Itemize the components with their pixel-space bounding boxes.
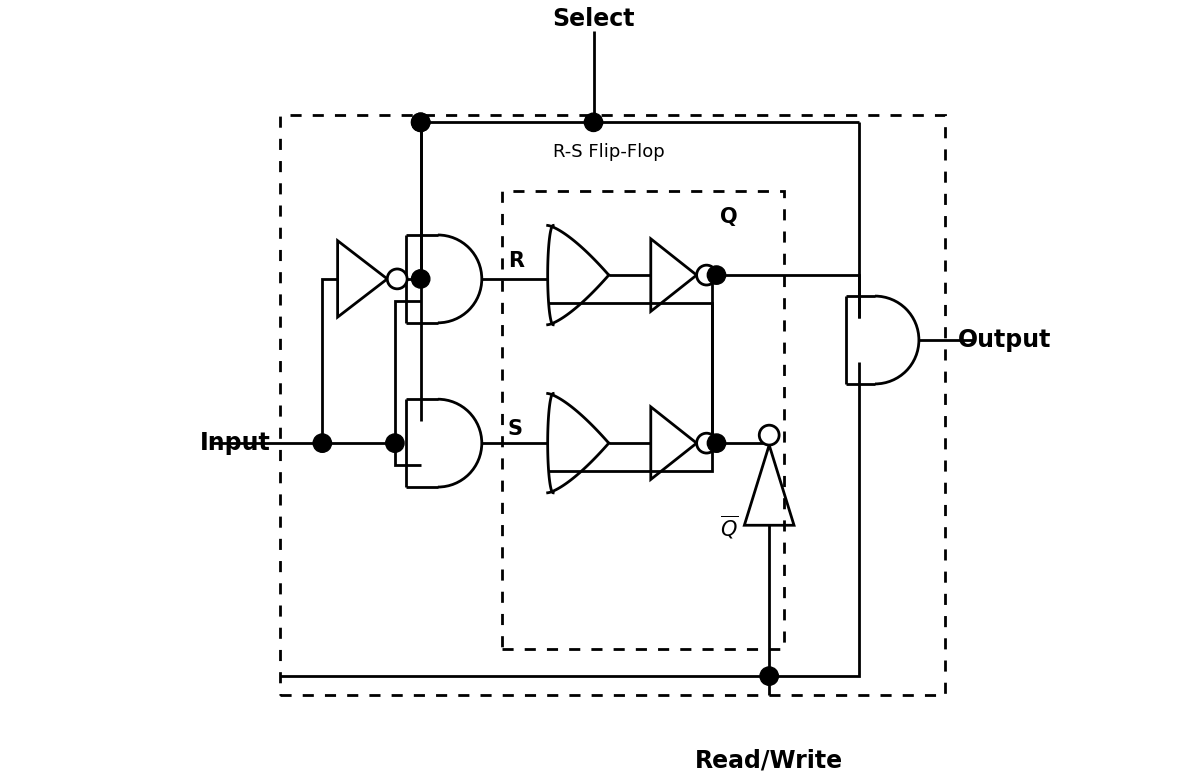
Circle shape xyxy=(707,434,725,452)
Circle shape xyxy=(412,113,430,131)
Text: R: R xyxy=(508,251,523,272)
Text: Input: Input xyxy=(199,431,271,456)
Circle shape xyxy=(760,425,779,445)
Text: Select: Select xyxy=(552,7,635,31)
Circle shape xyxy=(313,434,331,452)
Circle shape xyxy=(412,270,430,288)
Circle shape xyxy=(386,434,404,452)
Circle shape xyxy=(697,433,717,453)
Circle shape xyxy=(387,269,407,289)
Text: Q: Q xyxy=(721,207,738,227)
Circle shape xyxy=(707,266,725,284)
Text: Output: Output xyxy=(958,328,1052,352)
Bar xyxy=(502,191,785,650)
Circle shape xyxy=(760,667,779,685)
Text: S: S xyxy=(508,419,523,439)
Circle shape xyxy=(584,113,603,131)
Text: R-S Flip-Flop: R-S Flip-Flop xyxy=(553,143,665,161)
Text: $\overline{Q}$: $\overline{Q}$ xyxy=(721,514,738,541)
Circle shape xyxy=(412,113,430,131)
Bar xyxy=(280,115,945,695)
Text: Read/Write: Read/Write xyxy=(696,749,843,773)
Circle shape xyxy=(697,265,717,285)
